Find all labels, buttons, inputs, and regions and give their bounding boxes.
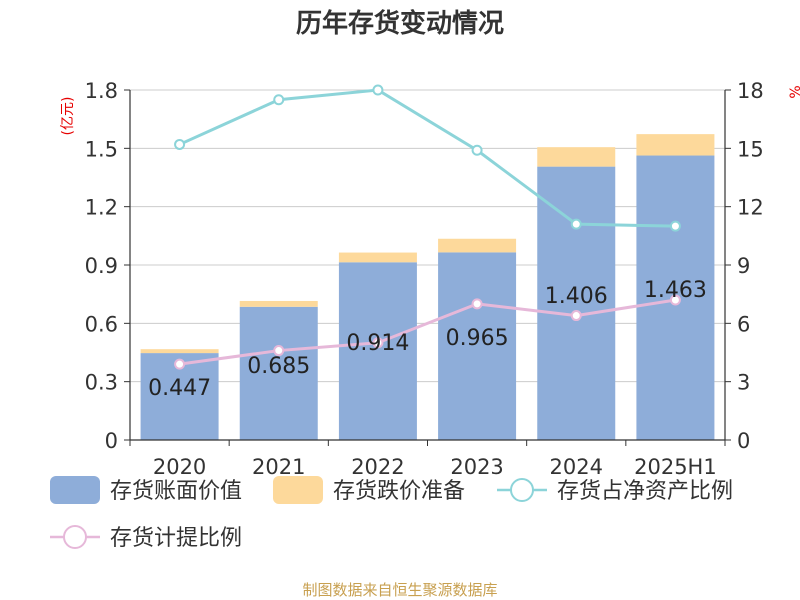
lines [174, 84, 681, 370]
chart-title: 历年存货变动情况 [296, 8, 504, 39]
data-label: 0.685 [247, 354, 310, 379]
bars [140, 134, 715, 440]
y-right-tick-label: 12 [737, 196, 764, 220]
bar-impairment-provision [636, 134, 715, 156]
y-right-tick-label: 9 [737, 254, 750, 278]
line-point [471, 144, 483, 156]
bar-impairment-provision [537, 147, 616, 167]
y-left-tick-label: 1.8 [85, 79, 118, 103]
legend-swatch-marker [63, 525, 87, 549]
bar-book-value [239, 306, 318, 440]
y-left-tick-label: 1.2 [85, 196, 118, 220]
bar-book-value [537, 166, 616, 440]
bar-impairment-provision [239, 300, 318, 307]
legend-label: 存货账面价值 [110, 479, 242, 504]
bar-book-value [338, 262, 417, 440]
y-right-tick-label: 15 [737, 137, 764, 161]
y-right-tick-label: 3 [737, 371, 750, 395]
data-labels: 0.447 0.685 0.914 0.965 1.406 1.463 [148, 278, 707, 401]
legend-swatch-marker [510, 478, 534, 502]
line-point [669, 220, 681, 232]
data-label: 1.406 [545, 284, 608, 309]
y-right-tick-label: 6 [737, 312, 750, 336]
line-point [174, 138, 186, 150]
y-left-tick-label: 0.6 [85, 312, 118, 336]
data-label: 0.965 [446, 326, 509, 351]
line-point [174, 358, 186, 370]
line-point [372, 84, 384, 96]
legend-swatch [273, 476, 323, 504]
line-point [570, 310, 582, 322]
x-tick-label: 2025H1 [634, 455, 717, 479]
data-label: 0.914 [346, 331, 409, 356]
line-point [372, 337, 384, 349]
line-point [669, 294, 681, 306]
line-point [471, 298, 483, 310]
y-left-tick-label: 1.5 [85, 137, 118, 161]
line-inventory-to-net-assets [178, 88, 676, 228]
legend-swatch [50, 476, 100, 504]
grid-lines [130, 89, 725, 383]
line-provision-ratio [179, 298, 676, 366]
data-label: 0.447 [148, 376, 211, 401]
y-left-tick-label: 0 [105, 429, 118, 453]
x-tick-label: 2021 [252, 455, 305, 479]
y-left-tick-label: 0.3 [85, 371, 118, 395]
x-tick-label: 2020 [153, 455, 206, 479]
legend-label: 存货占净资产比例 [557, 479, 733, 504]
y-left-tick-label: 0.9 [85, 254, 118, 278]
line-point [273, 345, 285, 357]
y-right-tick-label: 18 [737, 79, 764, 103]
y-right-tick-label: 0 [737, 429, 750, 453]
x-tick-label: 2022 [351, 455, 404, 479]
line-point [570, 218, 582, 230]
data-label: 1.463 [644, 278, 707, 303]
source-footnote: 制图数据来自恒生聚源数据库 [302, 581, 497, 599]
axes: 0 0.3 0.6 0.9 1.2 1.5 1.8 0 3 6 9 12 15 18 2020 2021 202… [85, 79, 764, 479]
legend-label: 存货跌价准备 [333, 479, 465, 504]
x-tick-label: 2024 [550, 455, 603, 479]
bar-impairment-provision [140, 349, 219, 354]
bar-impairment-provision [338, 252, 417, 263]
y-right-label: % [788, 85, 800, 98]
y-left-label: (亿元) [60, 97, 76, 136]
bar-impairment-provision [438, 238, 517, 253]
bar-book-value [438, 252, 517, 440]
line-point [273, 94, 285, 106]
x-tick-label: 2023 [450, 455, 503, 479]
legend-label: 存货计提比例 [110, 526, 242, 551]
